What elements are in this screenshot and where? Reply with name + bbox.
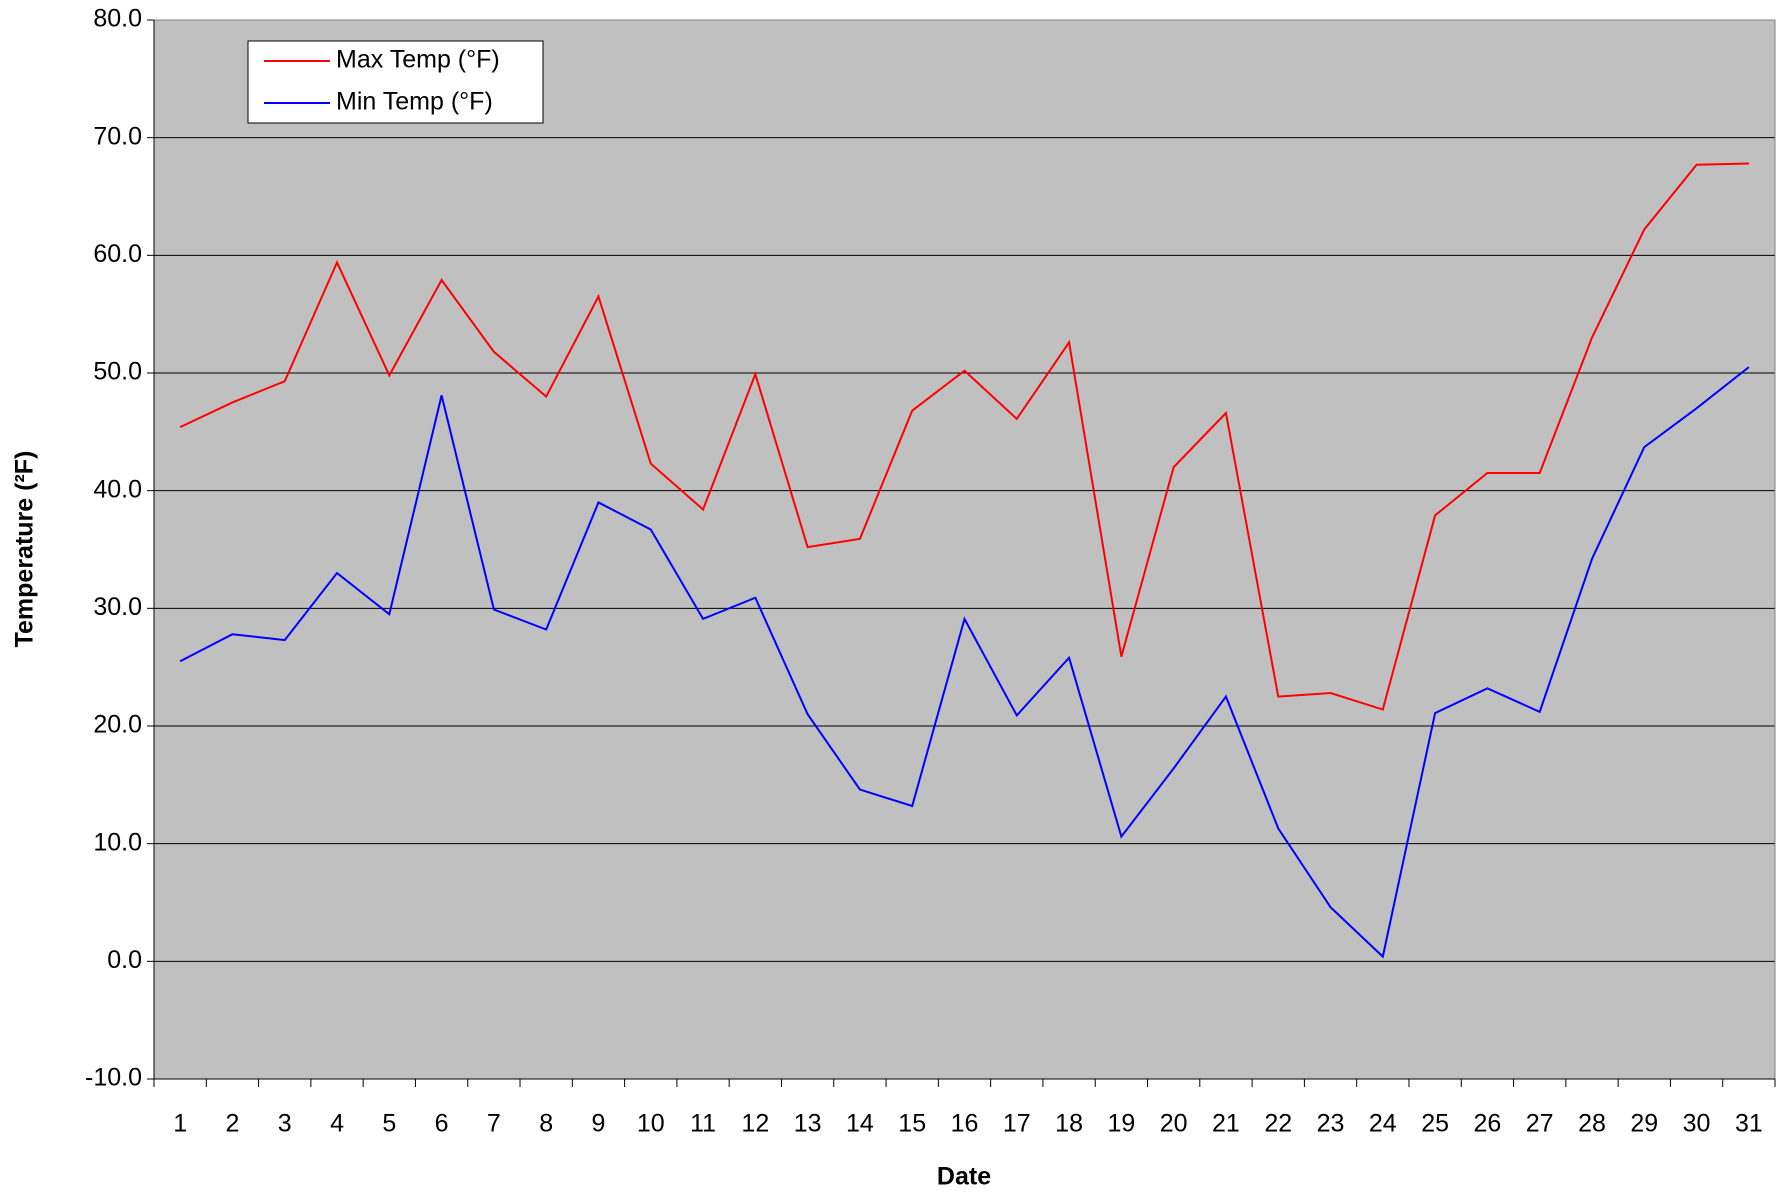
series-line [179, 162, 1749, 711]
legend-label: Max Temp (°F) [336, 46, 500, 74]
y-tick-label: 50.0 [93, 358, 142, 386]
legend-label: Min Temp (°F) [336, 88, 493, 116]
x-tick-label: 14 [846, 1110, 874, 1138]
x-tick-label: 31 [1735, 1110, 1763, 1138]
x-tick-label: 20 [1160, 1110, 1188, 1138]
x-tick-label: 16 [951, 1110, 979, 1138]
x-tick-label: 25 [1421, 1110, 1449, 1138]
x-tick-label: 18 [1055, 1110, 1083, 1138]
series-line [179, 366, 1750, 959]
y-tick-label: -10.0 [85, 1064, 142, 1092]
x-tick-label: 7 [487, 1110, 501, 1138]
y-tick-label: 60.0 [93, 240, 142, 268]
x-tick-label: 13 [794, 1110, 822, 1138]
x-tick-label: 23 [1317, 1110, 1345, 1138]
y-tick-label: 70.0 [93, 122, 142, 150]
x-tick-label: 4 [330, 1110, 344, 1138]
y-tick-label: 40.0 [93, 475, 142, 503]
plot-area [154, 20, 1775, 1079]
x-tick-label: 9 [592, 1110, 606, 1138]
legend-box [247, 40, 544, 124]
x-tick-label: 26 [1473, 1110, 1501, 1138]
y-tick-label: 0.0 [107, 946, 142, 974]
x-tick-label: 17 [1003, 1110, 1031, 1138]
x-tick-label: 12 [741, 1110, 769, 1138]
x-tick-label: 28 [1578, 1110, 1606, 1138]
x-tick-label: 15 [898, 1110, 926, 1138]
y-axis-title: Temperature (²F) [11, 451, 39, 648]
x-tick-label: 3 [278, 1110, 292, 1138]
x-tick-label: 19 [1107, 1110, 1135, 1138]
x-tick-label: 11 [690, 1110, 716, 1138]
x-tick-label: 2 [225, 1110, 239, 1138]
x-tick-label: 1 [173, 1110, 187, 1138]
x-tick-label: 29 [1630, 1110, 1658, 1138]
x-tick-label: 8 [539, 1110, 553, 1138]
x-tick-label: 5 [382, 1110, 396, 1138]
y-tick-label: 80.0 [93, 5, 142, 33]
x-tick-label: 6 [435, 1110, 449, 1138]
x-axis-title: Date [937, 1163, 991, 1191]
x-tick-label: 27 [1526, 1110, 1554, 1138]
x-tick-label: 21 [1212, 1110, 1240, 1138]
y-tick-label: 10.0 [93, 828, 142, 856]
x-tick-label: 22 [1264, 1110, 1292, 1138]
y-tick-label: 30.0 [93, 593, 142, 621]
x-tick-label: 24 [1369, 1110, 1397, 1138]
x-tick-label: 30 [1683, 1110, 1711, 1138]
x-tick-label: 10 [637, 1110, 665, 1138]
y-tick-label: 20.0 [93, 711, 142, 739]
